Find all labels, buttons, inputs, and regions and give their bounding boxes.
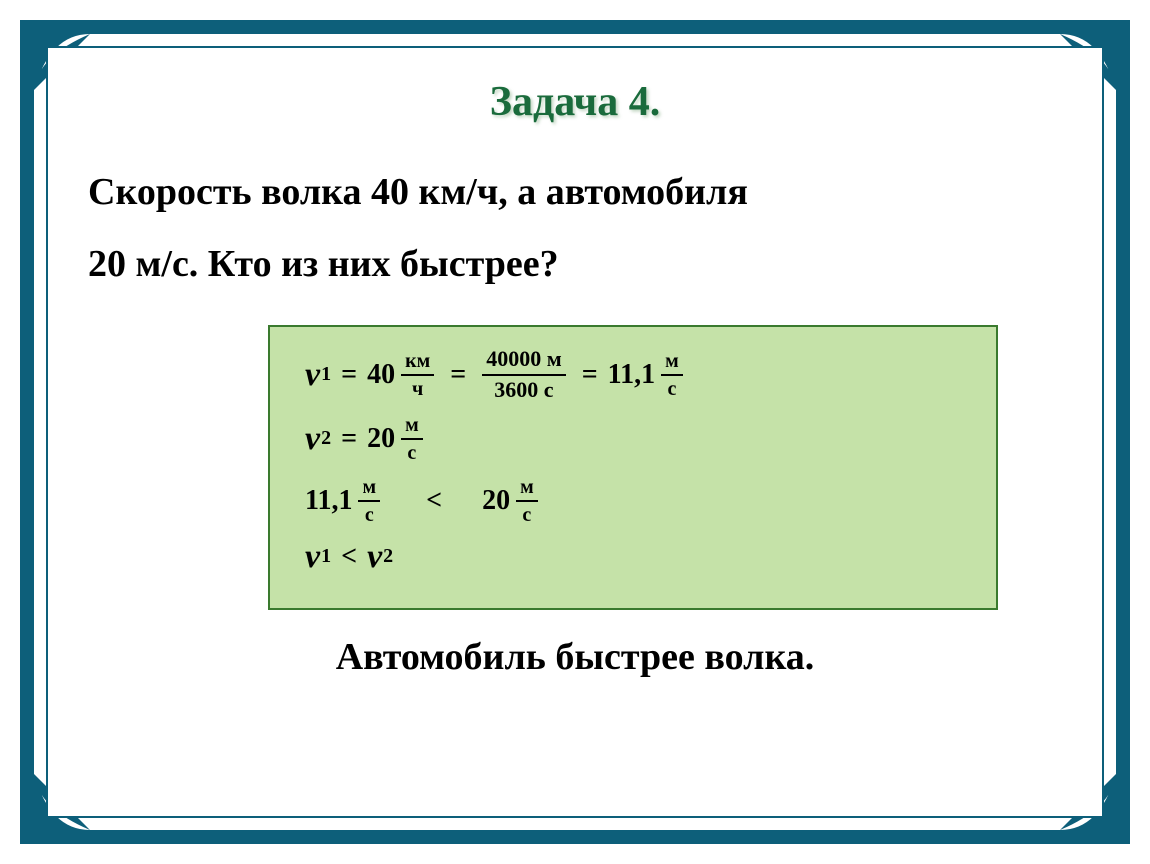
fraction-unit: м с xyxy=(516,476,538,526)
fraction-unit: км ч xyxy=(401,350,434,400)
formula-line-2: v2 = 20 м с xyxy=(305,414,966,464)
variable-v: v xyxy=(305,538,320,576)
equals: = xyxy=(450,359,466,391)
problem-line-2: 20 м/с. Кто из них быстрее? xyxy=(88,243,559,285)
subscript: 2 xyxy=(321,427,331,450)
value: 11,1 xyxy=(305,485,352,517)
variable-v: v xyxy=(367,538,382,576)
equals: = xyxy=(582,359,598,391)
problem-line-1: Скорость волка 40 км/ч, а автомобиля xyxy=(88,171,748,213)
less-than: < xyxy=(426,485,442,517)
solution-box: v1 = 40 км ч = 40000 м 3600 с = 11,1 xyxy=(268,325,998,609)
value: 20 xyxy=(367,423,395,455)
equals: = xyxy=(341,359,357,391)
value: 11,1 xyxy=(608,359,655,391)
subscript: 2 xyxy=(383,545,393,568)
problem-statement: Скорость волка 40 км/ч, а автомобиля 20 … xyxy=(88,156,1062,300)
subscript: 1 xyxy=(321,363,331,386)
formula-line-3: 11,1 м с < 20 м с xyxy=(305,476,966,526)
formula-line-4: v1 < v2 xyxy=(305,538,966,576)
variable-v: v xyxy=(305,356,320,394)
formula-line-1: v1 = 40 км ч = 40000 м 3600 с = 11,1 xyxy=(305,347,966,401)
variable-v: v xyxy=(305,420,320,458)
inner-frame: Задача 4. Скорость волка 40 км/ч, а авто… xyxy=(46,46,1104,818)
equals: = xyxy=(341,423,357,455)
value: 40 xyxy=(367,359,395,391)
fraction-unit: м с xyxy=(661,350,683,400)
fraction-unit: м с xyxy=(401,414,423,464)
fraction-unit: м с xyxy=(358,476,380,526)
value: 20 xyxy=(482,485,510,517)
problem-title: Задача 4. xyxy=(88,78,1062,126)
outer-frame: Задача 4. Скорость волка 40 км/ч, а авто… xyxy=(20,20,1130,844)
less-than: < xyxy=(341,541,357,573)
fraction: 40000 м 3600 с xyxy=(482,347,566,401)
subscript: 1 xyxy=(321,545,331,568)
answer-text: Автомобиль быстрее волка. xyxy=(88,635,1062,679)
content-area: Задача 4. Скорость волка 40 км/ч, а авто… xyxy=(48,48,1102,709)
